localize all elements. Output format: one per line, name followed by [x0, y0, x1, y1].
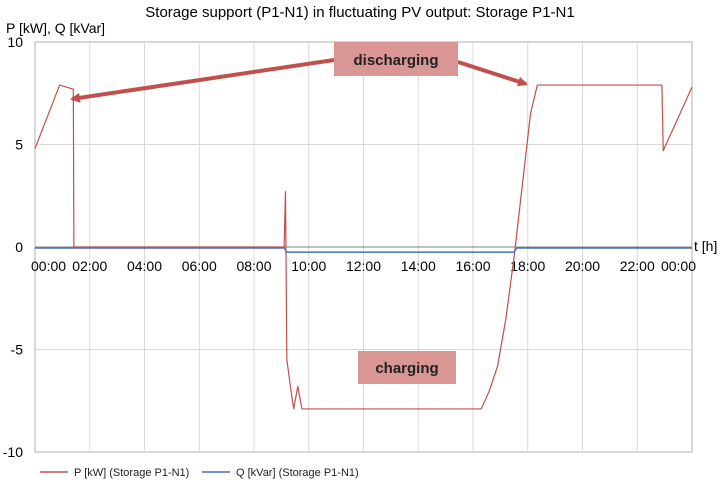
legend-label-p: P [kW] (Storage P1-N1) [74, 467, 189, 479]
y-axis-title: P [kW], Q [kVar] [6, 20, 105, 36]
y-tick-label: 0 [15, 239, 23, 255]
x-tick-label: 14:00 [401, 258, 436, 274]
discharging-box [334, 42, 458, 76]
discharging-label: discharging [353, 52, 438, 69]
x-tick-labels: 00:00 02:00 04:00 06:00 08:00 10:00 12:00 14:00… [31, 258, 696, 274]
x-tick-label: 06:00 [182, 258, 217, 274]
y-tick-label: 10 [7, 34, 23, 50]
y-tick-label: -5 [11, 342, 24, 358]
x-tick-label: 10:00 [291, 258, 326, 274]
y-tick-label: -10 [3, 444, 23, 460]
x-tick-label: 18:00 [510, 258, 545, 274]
y-tick-labels: 10 5 0 -5 -10 [3, 34, 23, 460]
x-axis-title: t [h] [694, 238, 717, 254]
series-line-p [34, 84, 693, 410]
legend: P [kW] (Storage P1-N1) Q [kVar] (Storage… [40, 467, 359, 479]
x-tick-label: 20:00 [565, 258, 600, 274]
discharging-arrow-right [457, 60, 528, 87]
charging-box [358, 351, 456, 384]
legend-label-q: Q [kVar] (Storage P1-N1) [236, 467, 359, 479]
series-layer [34, 84, 693, 410]
chart-title: Storage support (P1-N1) in fluctuating P… [145, 4, 574, 21]
charging-label: charging [375, 360, 438, 377]
x-tick-label: 02:00 [72, 258, 107, 274]
x-tick-label: 04:00 [127, 258, 162, 274]
x-tick-label: 08:00 [236, 258, 271, 274]
annotation-charging: charging [358, 351, 456, 384]
x-tick-label: 00:00 [661, 258, 696, 274]
y-tick-label: 5 [15, 137, 23, 153]
x-tick-label: 12:00 [346, 258, 381, 274]
discharging-arrow-left [70, 58, 335, 103]
annotation-discharging: discharging [70, 42, 528, 103]
x-tick-label: 22:00 [620, 258, 655, 274]
x-tick-label: 16:00 [455, 258, 490, 274]
x-tick-label: 00:00 [31, 258, 66, 274]
series-line-q [35, 247, 692, 253]
